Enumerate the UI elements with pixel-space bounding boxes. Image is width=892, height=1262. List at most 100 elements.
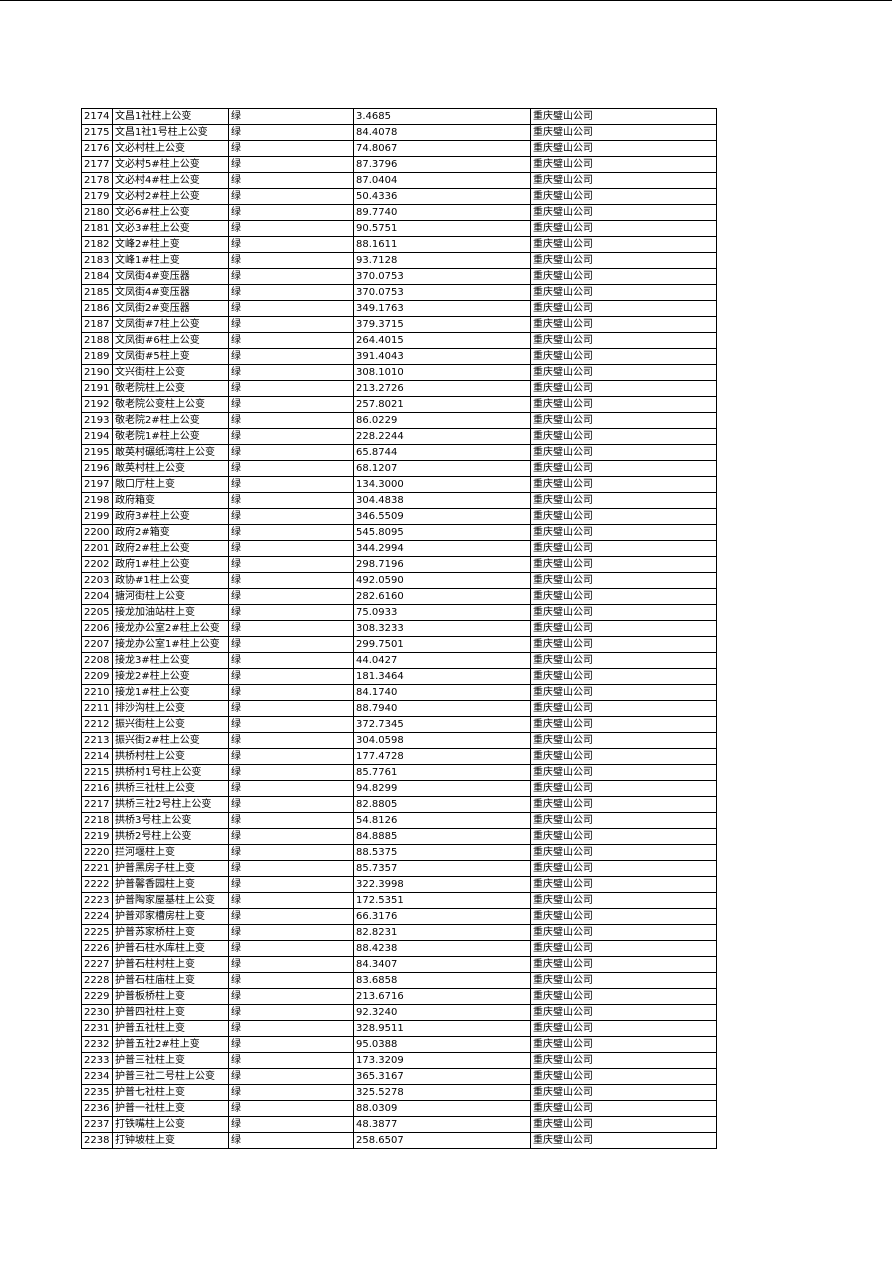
value-cell: 88.1611 <box>353 236 531 253</box>
transformer-name-cell: 护普板桥柱上变 <box>112 988 229 1005</box>
transformer-name-cell: 接龙办公室1#柱上公变 <box>112 636 229 653</box>
value-cell: 75.0933 <box>353 604 531 621</box>
transformer-name-cell: 接龙加油站柱上变 <box>112 604 229 621</box>
value-cell: 84.8885 <box>353 828 531 845</box>
table-row: 2186 文凤街2#变压器绿 349.1763 重庆璧山公司 <box>81 300 717 317</box>
transformer-name-cell: 护普馨香园柱上变 <box>112 876 229 893</box>
row-number-cell: 2232 <box>81 1036 113 1053</box>
status-color-cell: 绿 <box>228 300 354 317</box>
company-cell: 重庆璧山公司 <box>530 1036 717 1053</box>
company-cell: 重庆璧山公司 <box>530 380 717 397</box>
transformer-name-cell: 护普黑房子柱上变 <box>112 860 229 877</box>
transformer-name-cell: 护普五社2#柱上变 <box>112 1036 229 1053</box>
row-number-cell: 2195 <box>81 444 113 461</box>
status-color-cell: 绿 <box>228 780 354 797</box>
status-color-cell: 绿 <box>228 636 354 653</box>
table-row: 2204 搪河街柱上公变绿 282.6160 重庆璧山公司 <box>81 588 717 605</box>
value-cell: 299.7501 <box>353 636 531 653</box>
company-cell: 重庆璧山公司 <box>530 764 717 781</box>
transformer-name-cell: 拱桥村柱上公变 <box>112 748 229 765</box>
transformer-name-cell: 拱桥3号柱上公变 <box>112 812 229 829</box>
row-number-cell: 2201 <box>81 540 113 557</box>
table-row: 2202 政府1#柱上公变绿 298.7196 重庆璧山公司 <box>81 556 717 573</box>
transformer-name-cell: 打钟坡柱上变 <box>112 1132 229 1149</box>
row-number-cell: 2202 <box>81 556 113 573</box>
company-cell: 重庆璧山公司 <box>530 1052 717 1069</box>
status-color-cell: 绿 <box>228 444 354 461</box>
value-cell: 177.4728 <box>353 748 531 765</box>
table-row: 2184 文凤街4#变压器绿 370.0753 重庆璧山公司 <box>81 268 717 285</box>
value-cell: 264.4015 <box>353 332 531 349</box>
company-cell: 重庆璧山公司 <box>530 124 717 141</box>
row-number-cell: 2217 <box>81 796 113 813</box>
table-row: 2236 护普一社柱上变绿 88.0309 重庆璧山公司 <box>81 1100 717 1117</box>
company-cell: 重庆璧山公司 <box>530 844 717 861</box>
row-number-cell: 2191 <box>81 380 113 397</box>
company-cell: 重庆璧山公司 <box>530 1020 717 1037</box>
row-number-cell: 2200 <box>81 524 113 541</box>
transformer-name-cell: 政协#1柱上公变 <box>112 572 229 589</box>
value-cell: 48.3877 <box>353 1116 531 1133</box>
company-cell: 重庆璧山公司 <box>530 476 717 493</box>
status-color-cell: 绿 <box>228 204 354 221</box>
status-color-cell: 绿 <box>228 1084 354 1101</box>
company-cell: 重庆璧山公司 <box>530 748 717 765</box>
company-cell: 重庆璧山公司 <box>530 924 717 941</box>
table-row: 2214 拱桥村柱上公变绿 177.4728 重庆璧山公司 <box>81 748 717 765</box>
transformer-name-cell: 文凤街4#变压器 <box>112 268 229 285</box>
value-cell: 54.8126 <box>353 812 531 829</box>
table-row: 2222 护普馨香园柱上变绿 322.3998 重庆璧山公司 <box>81 876 717 893</box>
company-cell: 重庆璧山公司 <box>530 396 717 413</box>
status-color-cell: 绿 <box>228 732 354 749</box>
row-number-cell: 2194 <box>81 428 113 445</box>
row-number-cell: 2207 <box>81 636 113 653</box>
row-number-cell: 2233 <box>81 1052 113 1069</box>
row-number-cell: 2213 <box>81 732 113 749</box>
value-cell: 282.6160 <box>353 588 531 605</box>
value-cell: 346.5509 <box>353 508 531 525</box>
row-number-cell: 2206 <box>81 620 113 637</box>
status-color-cell: 绿 <box>228 492 354 509</box>
transformer-name-cell: 文必村柱上公变 <box>112 140 229 157</box>
transformer-name-cell: 敢英村碾纸湾柱上公变 <box>112 444 229 461</box>
value-cell: 50.4336 <box>353 188 531 205</box>
company-cell: 重庆璧山公司 <box>530 876 717 893</box>
company-cell: 重庆璧山公司 <box>530 428 717 445</box>
value-cell: 492.0590 <box>353 572 531 589</box>
table-row: 2185 文凤街4#变压器绿 370.0753 重庆璧山公司 <box>81 284 717 301</box>
table-row: 2237 打铁嘴柱上公变绿 48.3877 重庆璧山公司 <box>81 1116 717 1133</box>
status-color-cell: 绿 <box>228 1068 354 1085</box>
transformer-name-cell: 敬老院公变柱上公变 <box>112 396 229 413</box>
company-cell: 重庆璧山公司 <box>530 444 717 461</box>
status-color-cell: 绿 <box>228 1020 354 1037</box>
value-cell: 84.1740 <box>353 684 531 701</box>
company-cell: 重庆璧山公司 <box>530 1084 717 1101</box>
status-color-cell: 绿 <box>228 620 354 637</box>
company-cell: 重庆璧山公司 <box>530 684 717 701</box>
status-color-cell: 绿 <box>228 140 354 157</box>
row-number-cell: 2192 <box>81 396 113 413</box>
status-color-cell: 绿 <box>228 284 354 301</box>
company-cell: 重庆璧山公司 <box>530 1068 717 1085</box>
value-cell: 88.7940 <box>353 700 531 717</box>
status-color-cell: 绿 <box>228 652 354 669</box>
value-cell: 328.9511 <box>353 1020 531 1037</box>
status-color-cell: 绿 <box>228 188 354 205</box>
row-number-cell: 2185 <box>81 284 113 301</box>
value-cell: 370.0753 <box>353 284 531 301</box>
value-cell: 94.8299 <box>353 780 531 797</box>
status-color-cell: 绿 <box>228 812 354 829</box>
status-color-cell: 绿 <box>228 1052 354 1069</box>
table-row: 2178 文必村4#柱上公变绿 87.0404 重庆璧山公司 <box>81 172 717 189</box>
status-color-cell: 绿 <box>228 460 354 477</box>
transformer-name-cell: 护普七社柱上变 <box>112 1084 229 1101</box>
value-cell: 365.3167 <box>353 1068 531 1085</box>
value-cell: 372.7345 <box>353 716 531 733</box>
transformer-name-cell: 政府箱变 <box>112 492 229 509</box>
company-cell: 重庆璧山公司 <box>530 284 717 301</box>
transformer-name-cell: 文凤街4#变压器 <box>112 284 229 301</box>
transformer-name-cell: 敬老院柱上公变 <box>112 380 229 397</box>
table-row: 2201 政府2#柱上公变绿 344.2994 重庆璧山公司 <box>81 540 717 557</box>
company-cell: 重庆璧山公司 <box>530 652 717 669</box>
row-number-cell: 2238 <box>81 1132 113 1149</box>
